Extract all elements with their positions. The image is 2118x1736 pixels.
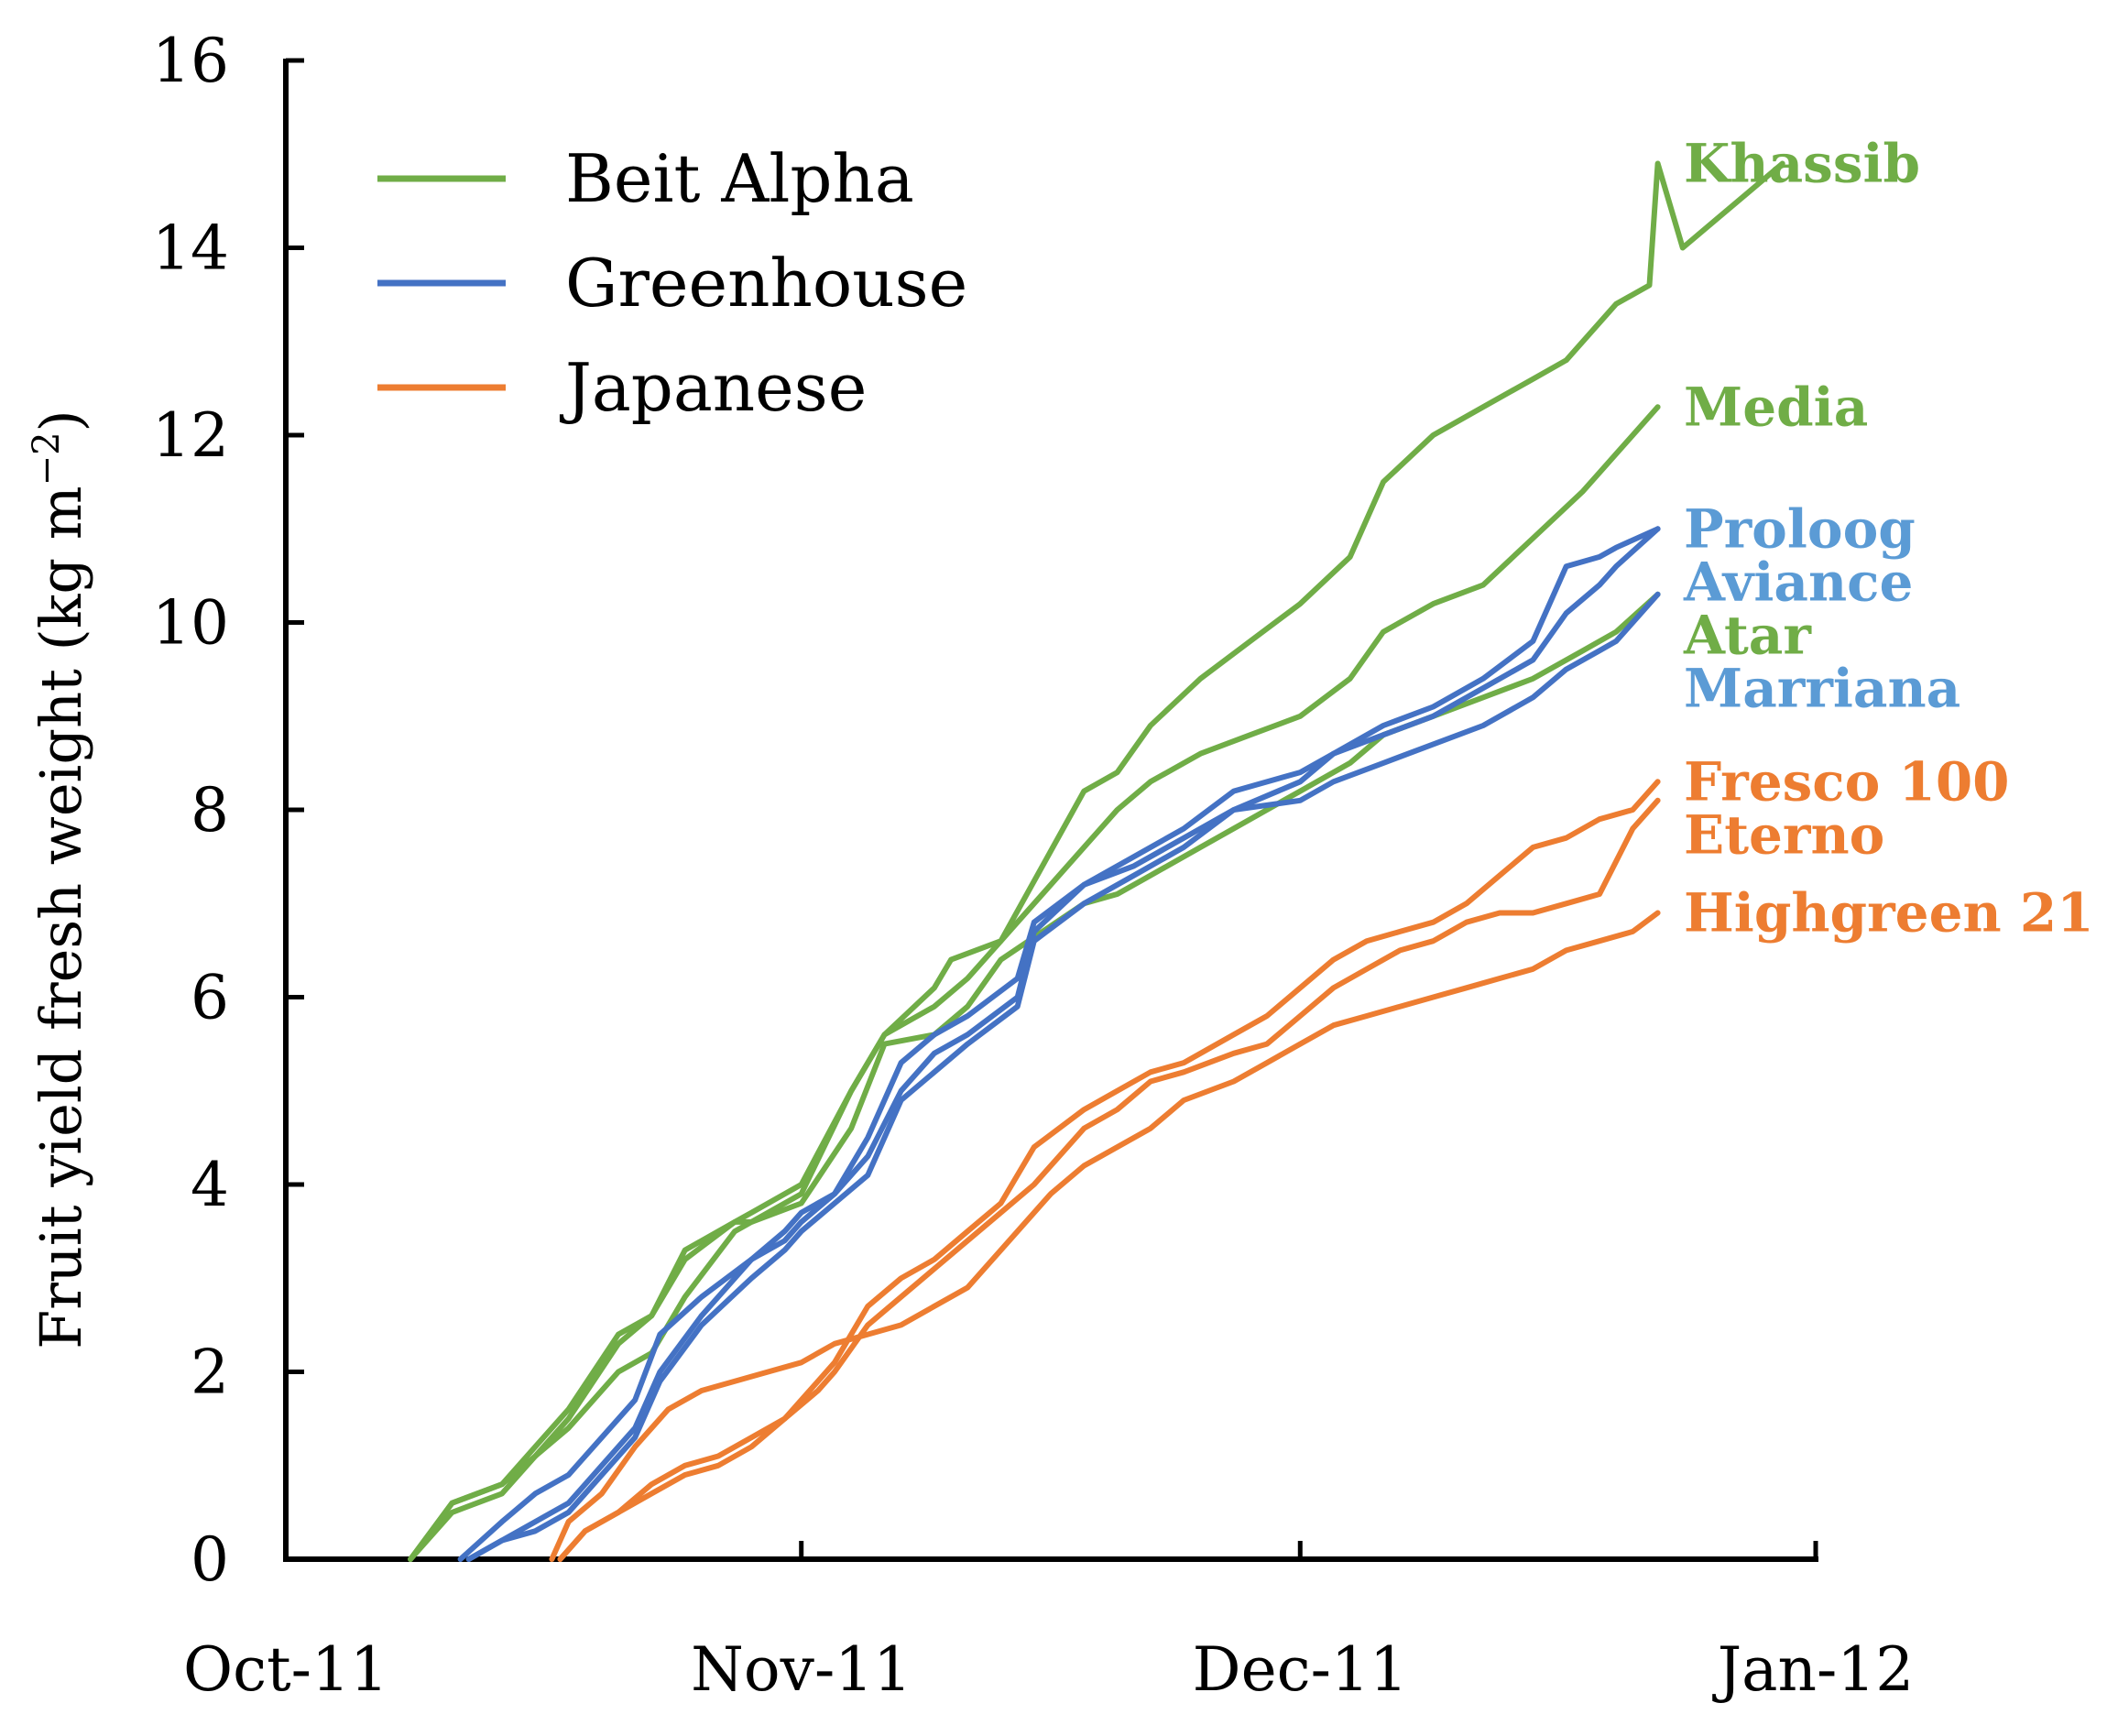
series-label-marriana: Marriana: [1684, 657, 1960, 719]
series-label-media: Media: [1684, 376, 1868, 438]
series-line-marriana: [465, 591, 1661, 1562]
legend-label-japanese: Japanese: [559, 349, 867, 426]
x-ticks: Oct-11 Nov-11 Dec-11 Jan-12: [183, 1541, 1914, 1705]
legend-label-beit-alpha: Beit Alpha: [565, 140, 914, 217]
x-tick-label: Dec-11: [1193, 1634, 1408, 1705]
series-label-proloog: Proloog: [1684, 497, 1916, 560]
series-line-aviance: [465, 526, 1661, 1562]
series-line-highgreen-21: [549, 910, 1661, 1562]
y-axis-title-main: Fruit yield fresh weight (kg m: [27, 486, 94, 1348]
series-line-media: [408, 404, 1661, 1562]
series-label-aviance: Aviance: [1683, 551, 1913, 613]
y-axis-title-superscript: −2: [26, 431, 68, 486]
y-tick-label: 16: [152, 26, 229, 96]
y-ticks: 0 2 4 6 8 10 12 14 16: [152, 26, 304, 1595]
series-label-atar: Atar: [1683, 604, 1812, 666]
y-tick-label: 10: [152, 588, 229, 659]
x-tick-label: Oct-11: [183, 1634, 388, 1705]
y-tick-label: 2: [191, 1337, 229, 1408]
y-tick-label: 12: [152, 400, 229, 471]
legend: Beit Alpha Greenhouse Japanese: [377, 140, 967, 426]
y-tick-label: 0: [191, 1524, 229, 1595]
axes: [283, 59, 1818, 1562]
series-label-eterno: Eterno: [1684, 803, 1884, 866]
y-tick-label: 6: [191, 963, 229, 1033]
x-tick-label: Nov-11: [691, 1634, 912, 1705]
y-tick-label: 8: [191, 775, 229, 846]
series-line-proloog: [457, 526, 1661, 1562]
series-line-fresco-100: [557, 779, 1661, 1562]
series-line-atar: [408, 591, 1661, 1562]
y-tick-label: 4: [191, 1150, 229, 1220]
series-line-eterno: [557, 797, 1661, 1562]
y-tick-label: 14: [152, 213, 229, 284]
series-label-highgreen-21: Highgreen 21: [1684, 881, 2094, 944]
x-tick-label: Jan-12: [1712, 1634, 1915, 1705]
series-label-khassib: Khassib: [1684, 132, 1920, 194]
y-axis-title-close: ): [27, 409, 94, 431]
y-axis-title: Fruit yield fresh weight (kg m−2): [26, 409, 94, 1349]
series-label-fresco-100: Fresco 100: [1684, 750, 2010, 813]
legend-label-greenhouse: Greenhouse: [565, 245, 967, 322]
series-layer: [408, 160, 1785, 1562]
